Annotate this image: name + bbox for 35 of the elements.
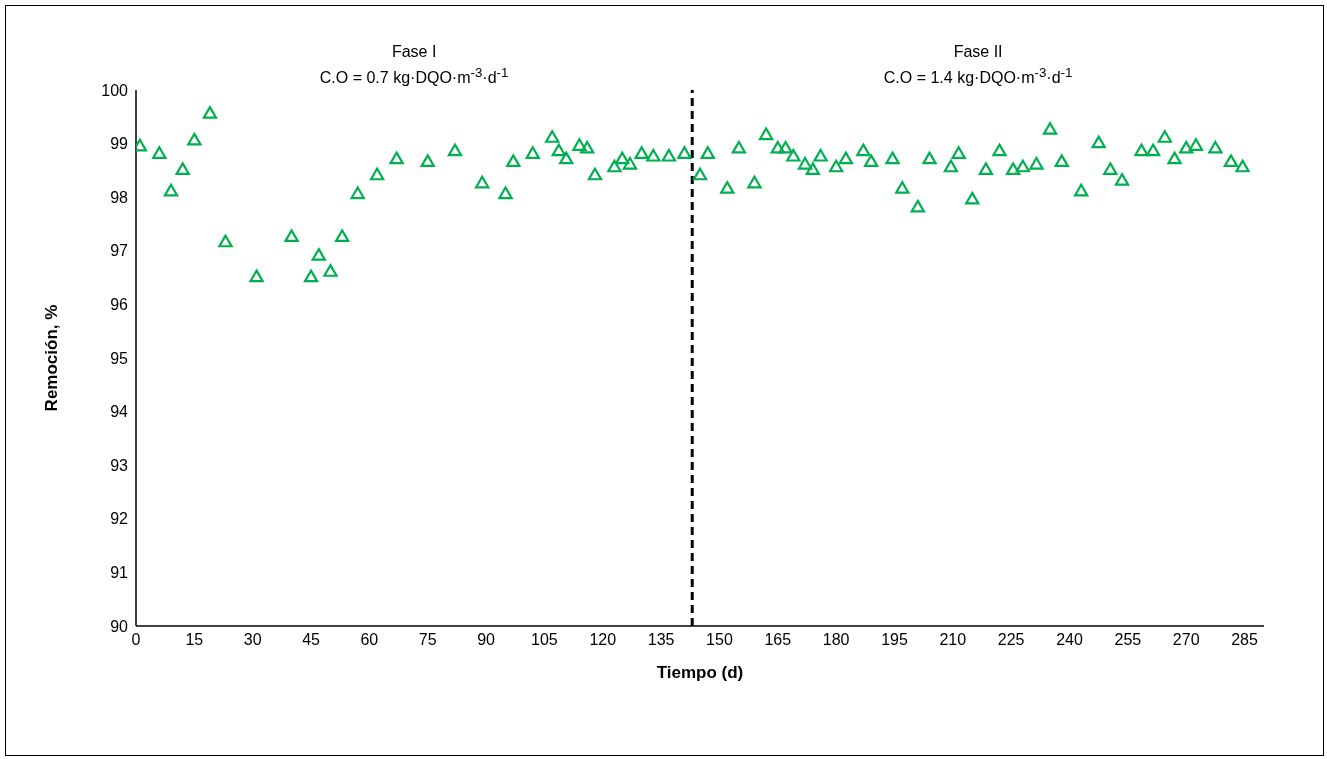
x-tick-label: 120 — [589, 631, 617, 649]
x-tick-label: 270 — [1172, 631, 1200, 649]
x-tick-label: 240 — [1056, 631, 1083, 649]
y-tick-label: 92 — [110, 510, 129, 528]
y-tick-label: 99 — [110, 135, 129, 153]
x-tick-label: 105 — [531, 631, 558, 649]
y-tick-label: 98 — [110, 188, 129, 206]
x-tick-label: 45 — [302, 631, 321, 649]
x-tick-label: 90 — [477, 631, 496, 649]
x-tick-label: 195 — [881, 631, 908, 649]
text: Fase II C.O = 1.4 kg·DQO·m$^{-3}$·d$^{-1}$ — [882, 42, 1074, 89]
x-tick-label: 60 — [360, 631, 379, 649]
x-tick-label: 180 — [822, 631, 850, 649]
x-tick-label: 225 — [997, 631, 1025, 649]
x-tick-label: 255 — [1114, 631, 1142, 649]
y-tick-label: 90 — [110, 617, 129, 635]
x-tick-label: 210 — [939, 631, 967, 649]
x-axis-title: Tiempo (d) — [656, 663, 744, 683]
y-axis-title: Remoción, % — [42, 304, 62, 412]
y-tick-label: 97 — [110, 242, 129, 260]
y-tick-label: 96 — [110, 296, 129, 314]
x-tick-label: 165 — [764, 631, 792, 649]
y-tick-label: 91 — [110, 564, 129, 582]
y-tick-label: 100 — [101, 81, 129, 99]
x-tick-label: 75 — [418, 631, 437, 649]
x-tick-label: 30 — [243, 631, 262, 649]
y-tick-label: 93 — [110, 456, 129, 474]
y-tick-label: 94 — [110, 403, 129, 421]
x-tick-label: 135 — [647, 631, 675, 649]
x-tick-label: 150 — [706, 631, 733, 649]
x-tick-label: 285 — [1231, 631, 1258, 649]
x-tick-label: 15 — [185, 631, 204, 649]
y-tick-label: 95 — [110, 349, 129, 367]
text: Fase I C.O = 0.7 kg·DQO·m$^{-3}$·d$^{-1}$ — [318, 42, 510, 89]
x-tick-label: 0 — [131, 631, 141, 649]
